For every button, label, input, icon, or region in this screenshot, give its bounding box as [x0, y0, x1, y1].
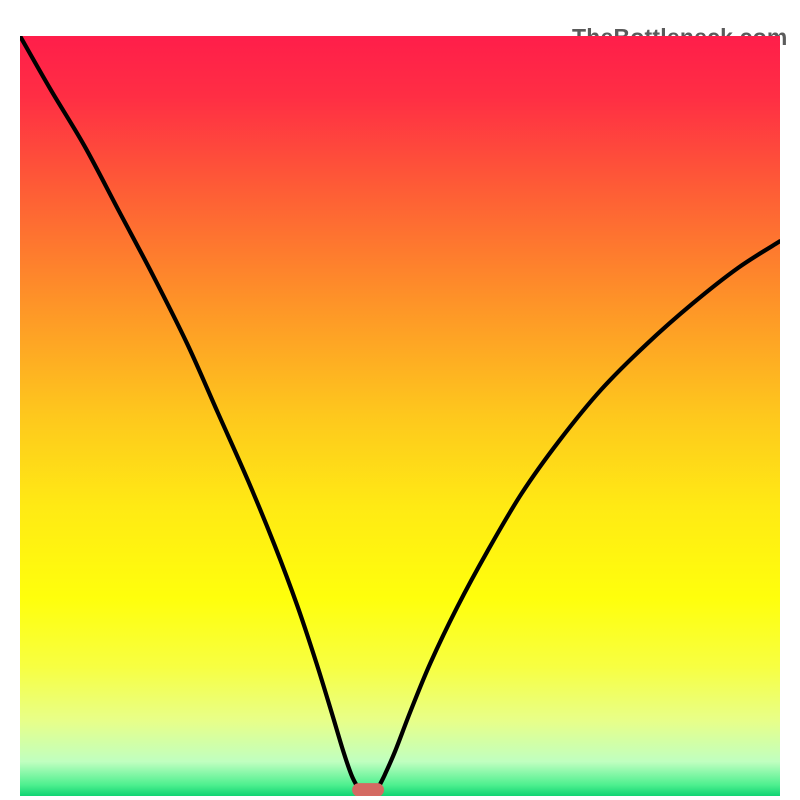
chart-stage: TheBottleneck.com [0, 0, 800, 800]
bottleneck-chart [20, 36, 780, 796]
chart-background [20, 36, 780, 796]
optimum-marker [352, 783, 384, 796]
